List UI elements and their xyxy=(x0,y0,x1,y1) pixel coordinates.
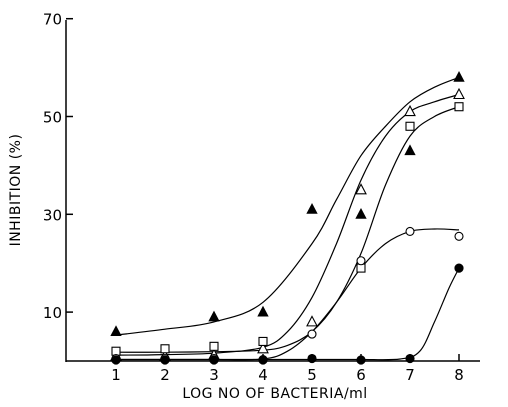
y-tick-label-70: 70 xyxy=(43,11,62,29)
data-point-open-triangle-6 xyxy=(404,104,416,117)
series-curve-open-circle xyxy=(115,228,460,361)
ticks: 1 2 3 4 5 6 7 8 10 30 50 70 xyxy=(43,11,464,384)
data-point-filled-circle-7 xyxy=(454,263,464,273)
data-point-filled-circle-2 xyxy=(209,355,219,365)
x-tick-label-5: 5 xyxy=(307,366,317,384)
x-tick-label-6: 6 xyxy=(356,366,366,384)
x-tick-label-1: 1 xyxy=(111,366,121,384)
x-tick-label-7: 7 xyxy=(405,366,415,384)
data-point-filled-circle-4 xyxy=(307,353,317,364)
data-point-open-square-5 xyxy=(405,121,415,131)
data-point-filled-triangle-5 xyxy=(404,144,416,156)
data-point-filled-circle-3 xyxy=(258,355,268,365)
data-point-open-square-3 xyxy=(258,336,268,346)
x-tick-label-8: 8 xyxy=(454,366,464,384)
data-point-filled-triangle-4 xyxy=(355,207,367,219)
data-point-open-square-1 xyxy=(160,344,170,354)
data-point-filled-circle-1 xyxy=(160,355,170,365)
data-point-open-triangle-4 xyxy=(306,315,318,327)
data-point-filled-triangle-1 xyxy=(208,310,220,322)
data-point-open-triangle-3 xyxy=(257,342,269,354)
data-point-open-square-2 xyxy=(209,341,219,351)
data-point-filled-triangle-0 xyxy=(110,325,122,337)
data-point-open-triangle-7 xyxy=(453,87,465,100)
data-point-open-circle-4 xyxy=(307,329,317,339)
y-tick-label-30: 30 xyxy=(43,206,62,224)
data-point-filled-circle-5 xyxy=(356,355,366,365)
data-point-open-triangle-5 xyxy=(355,183,367,195)
x-tick-label-4: 4 xyxy=(258,366,268,384)
y-tick-label-50: 50 xyxy=(43,109,62,127)
x-tick-label-3: 3 xyxy=(209,366,219,384)
data-markers xyxy=(110,71,465,365)
data-point-open-circle-6 xyxy=(405,226,415,236)
data-point-open-square-6 xyxy=(454,102,464,112)
y-tick-label-10: 10 xyxy=(43,304,62,322)
x-tick-label-2: 2 xyxy=(160,366,170,384)
data-point-open-circle-5 xyxy=(356,256,366,266)
fitted-curves xyxy=(115,76,460,361)
data-point-filled-triangle-2 xyxy=(257,305,269,317)
data-point-open-circle-7 xyxy=(454,231,464,241)
data-point-filled-circle-0 xyxy=(111,355,121,365)
axes xyxy=(65,20,480,362)
series-curve-open-square xyxy=(115,106,460,353)
data-point-filled-circle-6 xyxy=(405,353,415,364)
series-curve-filled-triangle xyxy=(115,76,460,336)
data-point-filled-triangle-3 xyxy=(306,203,318,214)
x-axis-label: LOG NO OF BACTERIA/ml xyxy=(182,386,367,402)
y-axis-label: INHIBITION (%) xyxy=(8,134,24,247)
series-curve-open-triangle xyxy=(115,93,460,356)
data-point-filled-triangle-6 xyxy=(453,71,465,82)
